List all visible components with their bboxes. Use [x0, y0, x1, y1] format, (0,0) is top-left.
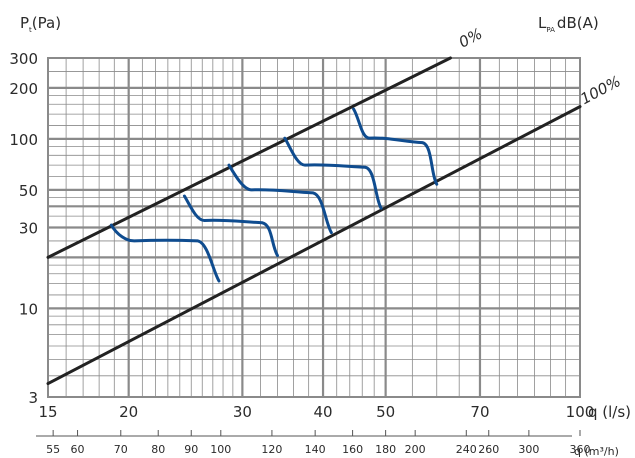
x-tick-label: 30	[233, 403, 252, 421]
x-tick-label: 20	[119, 403, 138, 421]
x2-tick-label: 90	[184, 443, 198, 456]
fan-curve	[283, 136, 383, 210]
x2-tick-label: 140	[305, 443, 326, 456]
chart-series: 0% 100%	[46, 24, 624, 386]
fan-curve	[109, 223, 221, 283]
x-tick-label: 70	[470, 403, 489, 421]
plot-frame	[47, 57, 581, 398]
x2-tick-label: 55	[46, 443, 60, 456]
fan-curve	[227, 163, 333, 235]
x-tick-label: 40	[314, 403, 333, 421]
grid-lines	[47, 57, 581, 398]
x2-tick-label: 80	[151, 443, 165, 456]
x2-tick-label: 360	[570, 443, 591, 456]
y-tick-label: 30	[19, 220, 38, 238]
x-tick-label: 50	[376, 403, 395, 421]
y-tick-label: 100	[9, 131, 38, 149]
x-tick-label: 100	[566, 403, 595, 421]
y-tick-label: 300	[9, 50, 38, 68]
x-axis-label: q (l/s)	[588, 403, 631, 421]
x2-tick-label: 120	[261, 443, 282, 456]
sound-level-label: LPA dB(A)	[538, 14, 599, 34]
fan-curve	[182, 194, 279, 258]
y-tick-label: 3	[28, 389, 38, 407]
line-label-100pct: 100%	[577, 72, 623, 108]
y-tick-label: 10	[19, 300, 38, 318]
fan-curve	[352, 107, 439, 186]
x2-tick-label: 160	[342, 443, 363, 456]
x2-tick-label: 260	[478, 443, 499, 456]
x2-tick-label: 60	[71, 443, 85, 456]
system-line	[46, 105, 582, 386]
x2-tick-label: 100	[210, 443, 231, 456]
y-tick-label: 200	[9, 80, 38, 98]
x2-axis-label: q (m³/h)	[574, 445, 619, 458]
x2-tick-label: 200	[405, 443, 426, 456]
y-axis-label: Pt(Pa)	[20, 14, 61, 34]
line-label-0pct: 0%	[456, 24, 485, 51]
y-tick-label: 50	[19, 182, 38, 200]
x-tick-label: 15	[38, 403, 57, 421]
axis-ticks: 300 200 100 50 30 10 315 20 30 40 50 70 100 55 60 70 80 9…	[9, 50, 594, 456]
x2-tick-label: 240	[456, 443, 477, 456]
x2-tick-label: 180	[375, 443, 396, 456]
x2-tick-label: 300	[518, 443, 539, 456]
x2-tick-label: 70	[114, 443, 128, 456]
system-line	[46, 56, 452, 259]
